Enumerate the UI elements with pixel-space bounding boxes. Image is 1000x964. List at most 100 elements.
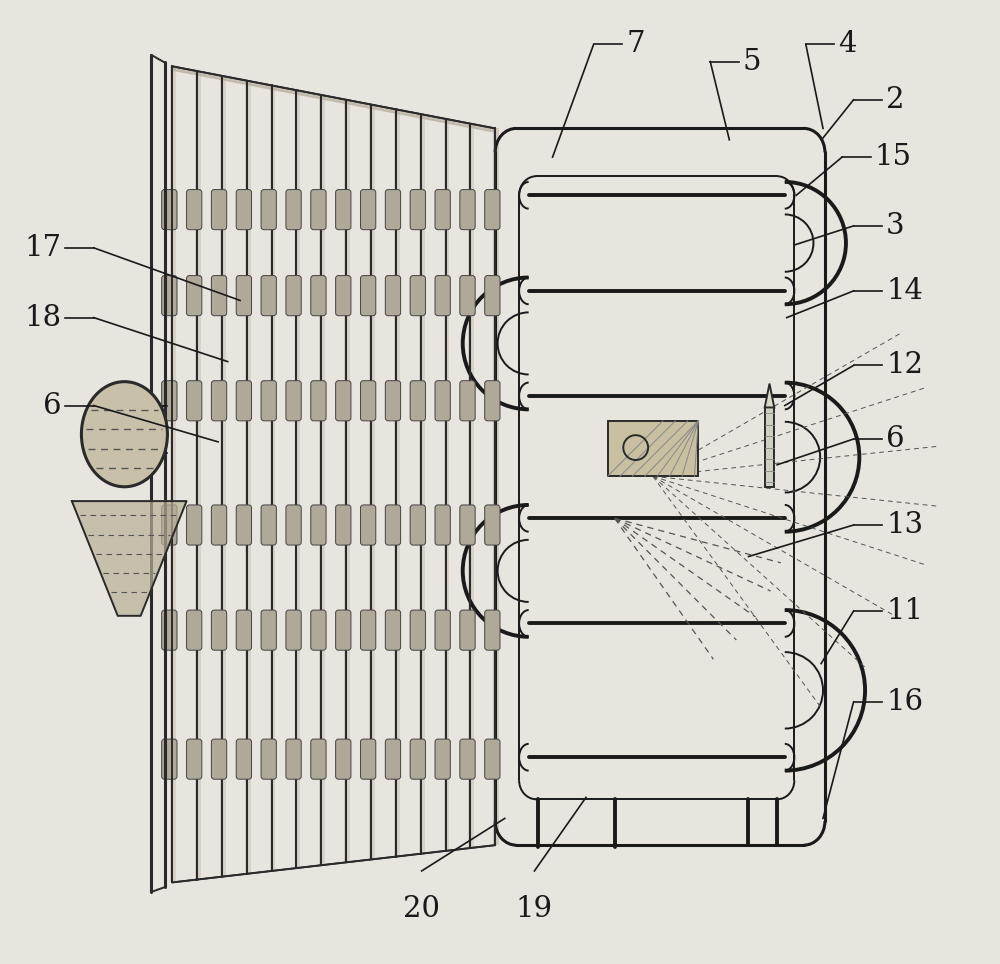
FancyBboxPatch shape [286,190,301,229]
FancyBboxPatch shape [211,505,227,545]
FancyBboxPatch shape [162,276,177,316]
FancyBboxPatch shape [236,505,252,545]
FancyBboxPatch shape [162,610,177,650]
FancyBboxPatch shape [360,381,376,421]
FancyBboxPatch shape [211,610,227,650]
FancyBboxPatch shape [270,86,275,870]
Text: 3: 3 [886,212,905,240]
FancyBboxPatch shape [468,123,474,848]
FancyBboxPatch shape [410,381,425,421]
Text: 4: 4 [838,30,857,58]
Text: 14: 14 [886,277,923,305]
FancyBboxPatch shape [460,505,475,545]
FancyBboxPatch shape [493,128,499,845]
Polygon shape [371,104,396,113]
FancyBboxPatch shape [311,505,326,545]
FancyBboxPatch shape [385,381,401,421]
FancyBboxPatch shape [435,739,450,779]
FancyBboxPatch shape [236,739,252,779]
Text: 5: 5 [743,47,761,75]
FancyBboxPatch shape [236,610,252,650]
Polygon shape [296,91,321,98]
Text: 15: 15 [875,143,912,171]
Polygon shape [446,119,470,127]
FancyBboxPatch shape [295,91,300,869]
FancyBboxPatch shape [162,381,177,421]
FancyBboxPatch shape [360,276,376,316]
Text: 13: 13 [886,511,923,539]
Text: 19: 19 [516,895,553,923]
FancyBboxPatch shape [187,190,202,229]
Text: 18: 18 [24,304,61,332]
FancyBboxPatch shape [444,119,449,851]
Polygon shape [222,76,247,85]
FancyBboxPatch shape [220,76,226,876]
FancyBboxPatch shape [261,276,276,316]
FancyBboxPatch shape [410,276,425,316]
FancyBboxPatch shape [385,276,401,316]
FancyBboxPatch shape [410,505,425,545]
FancyBboxPatch shape [485,381,500,421]
FancyBboxPatch shape [311,739,326,779]
FancyBboxPatch shape [236,190,252,229]
FancyBboxPatch shape [261,610,276,650]
FancyBboxPatch shape [435,190,450,229]
FancyBboxPatch shape [286,610,301,650]
FancyBboxPatch shape [261,739,276,779]
FancyBboxPatch shape [344,99,350,863]
Polygon shape [765,384,774,408]
FancyBboxPatch shape [336,610,351,650]
Polygon shape [197,71,222,80]
FancyBboxPatch shape [245,81,251,873]
FancyBboxPatch shape [236,381,252,421]
FancyBboxPatch shape [187,505,202,545]
Polygon shape [272,86,296,94]
FancyBboxPatch shape [336,505,351,545]
FancyBboxPatch shape [460,276,475,316]
FancyBboxPatch shape [336,739,351,779]
FancyBboxPatch shape [410,190,425,229]
Polygon shape [321,95,346,103]
FancyBboxPatch shape [410,739,425,779]
FancyBboxPatch shape [211,276,227,316]
FancyBboxPatch shape [286,381,301,421]
FancyBboxPatch shape [286,505,301,545]
FancyBboxPatch shape [211,739,227,779]
FancyBboxPatch shape [211,190,227,229]
Text: 7: 7 [626,30,645,58]
FancyBboxPatch shape [435,610,450,650]
Text: 20: 20 [403,895,440,923]
FancyBboxPatch shape [286,276,301,316]
FancyBboxPatch shape [485,739,500,779]
Polygon shape [247,81,272,90]
FancyBboxPatch shape [311,610,326,650]
FancyBboxPatch shape [162,505,177,545]
Text: 17: 17 [24,234,61,262]
FancyBboxPatch shape [211,381,227,421]
Text: 11: 11 [886,597,923,625]
FancyBboxPatch shape [311,276,326,316]
FancyBboxPatch shape [435,276,450,316]
FancyBboxPatch shape [261,505,276,545]
FancyBboxPatch shape [236,276,252,316]
Polygon shape [470,123,495,132]
FancyBboxPatch shape [336,276,351,316]
FancyBboxPatch shape [410,610,425,650]
FancyBboxPatch shape [385,505,401,545]
FancyBboxPatch shape [460,610,475,650]
FancyBboxPatch shape [162,739,177,779]
Polygon shape [421,114,446,122]
Text: 16: 16 [886,687,923,716]
FancyBboxPatch shape [311,190,326,229]
Text: 6: 6 [43,391,61,419]
FancyBboxPatch shape [360,505,376,545]
FancyBboxPatch shape [385,610,401,650]
FancyBboxPatch shape [385,739,401,779]
Polygon shape [72,501,187,616]
FancyBboxPatch shape [394,109,400,857]
FancyBboxPatch shape [360,739,376,779]
Ellipse shape [81,382,167,487]
FancyBboxPatch shape [419,114,425,854]
FancyBboxPatch shape [385,190,401,229]
FancyBboxPatch shape [360,610,376,650]
